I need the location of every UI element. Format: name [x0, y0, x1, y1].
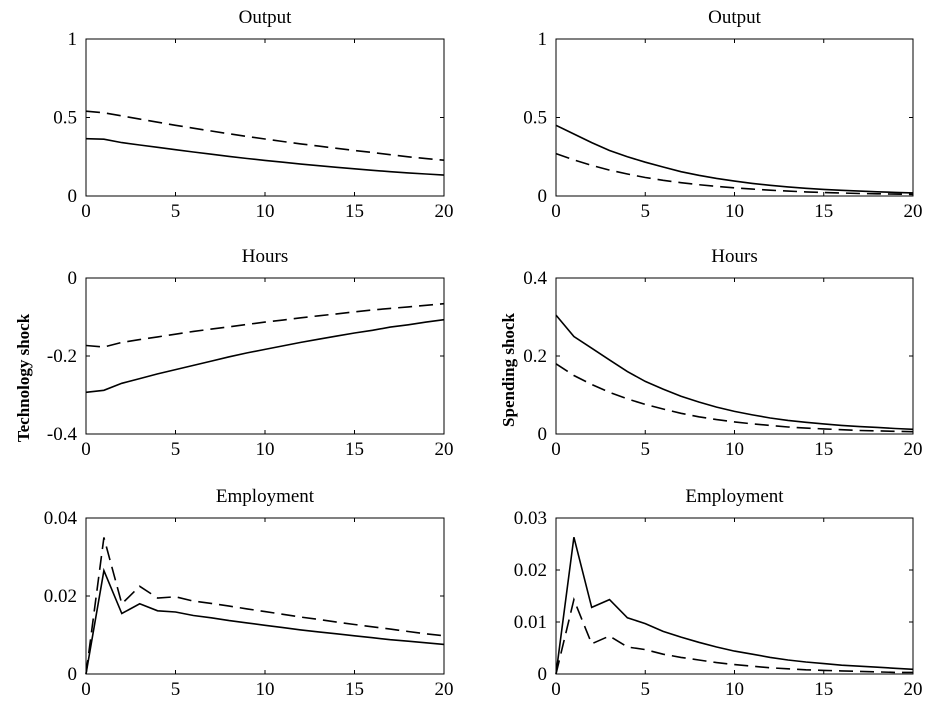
technology-employment-xtick-label-5: 5	[171, 679, 181, 700]
technology-employment-ytick-label-0: 0	[68, 664, 78, 685]
spending-employment-ytick-label-0-03: 0.03	[514, 508, 547, 529]
technology-employment-ytick-label-0-04: 0.04	[44, 508, 78, 529]
spending-hours-title: Hours	[711, 246, 757, 267]
technology-hours-solid-line	[85, 318, 445, 394]
spending-hours-ytick-label-0: 0	[538, 424, 548, 445]
technology-output-xtick-label-5: 5	[171, 201, 181, 222]
technology-hours-ytick-label-0-2: -0.2	[47, 346, 77, 367]
spending-shock-label: Spending shock	[499, 313, 518, 427]
spending-employment-ytick-label-0: 0	[538, 664, 548, 685]
technology-hours-xtick-label-5: 5	[171, 439, 181, 460]
spending-employment-dashed-line	[555, 596, 913, 675]
spending-hours-dashed-line	[555, 363, 914, 433]
spending-output-dashed-line	[555, 152, 914, 196]
technology-employment-xtick-label-10: 10	[256, 679, 275, 700]
technology-employment-xtick-label-20: 20	[435, 679, 454, 700]
technology-employment-xtick-label-15: 15	[345, 679, 364, 700]
technology-output-xtick-label-10: 10	[256, 201, 275, 222]
technology-hours-panel: Hours 0 5 10 15 20 -0.4 -0.2 0	[47, 246, 454, 460]
spending-hours-xtick-label-0: 0	[551, 439, 561, 460]
technology-output-xtick-label-20: 20	[435, 201, 454, 222]
spending-employment-xtick-label-20: 20	[904, 679, 923, 700]
spending-output-solid-line	[555, 124, 914, 194]
technology-output-ytick-label-0-5: 0.5	[53, 108, 77, 129]
spending-output-xtick-label-5: 5	[641, 201, 651, 222]
spending-employment-solid-line	[555, 537, 914, 675]
spending-hours-ytick-label-0-4: 0.4	[523, 268, 547, 289]
spending-output-xtick-label-0: 0	[551, 201, 561, 222]
spending-output-xtick-label-20: 20	[904, 201, 923, 222]
spending-employment-ytick-label-0-02: 0.02	[514, 560, 547, 581]
technology-hours-ytick-label-0-4: -0.4	[47, 424, 78, 445]
spending-employment-xtick-label-10: 10	[725, 679, 744, 700]
technology-output-ytick-label-1: 1	[68, 29, 78, 50]
technology-employment-xtick-label-0: 0	[81, 679, 91, 700]
technology-employment-solid-line	[85, 567, 445, 675]
technology-hours-plot-frame	[85, 277, 445, 435]
technology-hours-title: Hours	[242, 246, 288, 267]
spending-hours-xtick-label-20: 20	[904, 439, 923, 460]
technology-employment-plot-frame	[85, 517, 445, 675]
technology-employment-title: Employment	[216, 486, 315, 507]
spending-hours-solid-line	[555, 314, 914, 431]
spending-employment-xtick-label-5: 5	[641, 679, 651, 700]
spending-employment-xtick-label-0: 0	[551, 679, 561, 700]
technology-output-solid-line	[85, 137, 445, 176]
spending-output-ytick-label-0-5: 0.5	[523, 108, 547, 129]
spending-hours-panel: Hours 0 5 10 15 20 0 0.2 0.4	[523, 246, 922, 460]
spending-employment-xtick-label-15: 15	[814, 679, 833, 700]
spending-employment-panel: Employment 0 5 10 15 20 0 0.01 0.02 0.03	[514, 486, 923, 700]
spending-hours-ytick-label-0-2: 0.2	[523, 346, 547, 367]
spending-hours-xtick-label-10: 10	[725, 439, 744, 460]
spending-hours-xtick-label-5: 5	[641, 439, 651, 460]
technology-output-title: Output	[239, 7, 293, 28]
technology-employment-ytick-label-0-02: 0.02	[44, 586, 77, 607]
technology-hours-ytick-label-0: 0	[68, 268, 78, 289]
technology-hours-xtick-label-10: 10	[256, 439, 275, 460]
spending-hours-xtick-label-15: 15	[814, 439, 833, 460]
technology-output-xtick-label-0: 0	[81, 201, 91, 222]
technology-hours-xtick-label-15: 15	[345, 439, 364, 460]
technology-shock-label: Technology shock	[14, 313, 33, 442]
technology-output-panel: Output 0 5 10 15 20 0 0.5 1	[53, 7, 453, 222]
spending-output-ytick-label-0: 0	[538, 186, 548, 207]
spending-output-ytick-label-1: 1	[538, 29, 548, 50]
spending-output-title: Output	[708, 7, 762, 28]
technology-hours-xtick-label-0: 0	[81, 439, 91, 460]
spending-output-xtick-label-15: 15	[814, 201, 833, 222]
technology-output-ytick-label-0: 0	[68, 186, 78, 207]
spending-employment-ytick-label-0-01: 0.01	[514, 612, 547, 633]
spending-output-panel: Output 0 5 10 15 20 0 0.5 1	[523, 7, 922, 222]
spending-output-plot-frame	[555, 38, 914, 197]
technology-employment-dashed-line	[85, 537, 445, 675]
technology-output-xtick-label-15: 15	[345, 201, 364, 222]
technology-hours-xtick-label-20: 20	[435, 439, 454, 460]
technology-employment-panel: Employment 0 5 10 15 20 0 0.02 0.04	[44, 486, 454, 700]
technology-hours-dashed-line	[85, 302, 445, 348]
technology-output-dashed-line	[85, 110, 445, 161]
spending-output-xtick-label-10: 10	[725, 201, 744, 222]
spending-employment-title: Employment	[685, 486, 784, 507]
